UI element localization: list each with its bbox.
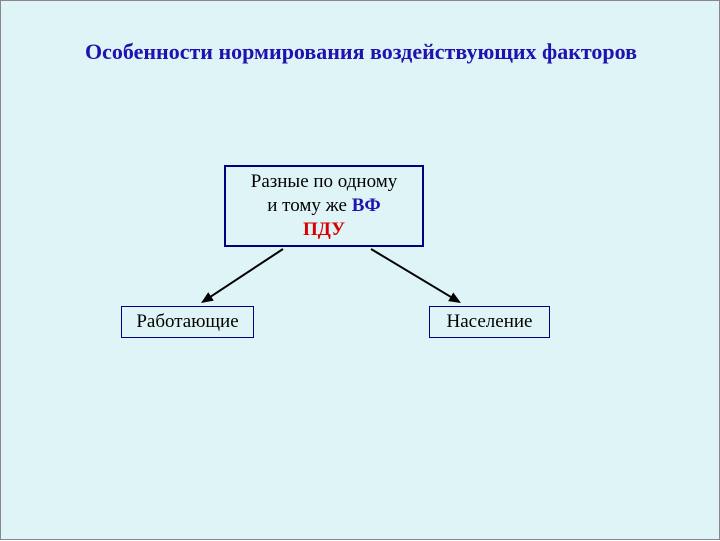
diagram-canvas: Особенности нормирования воздействующих …	[0, 0, 720, 540]
arrows-layer	[1, 1, 720, 541]
